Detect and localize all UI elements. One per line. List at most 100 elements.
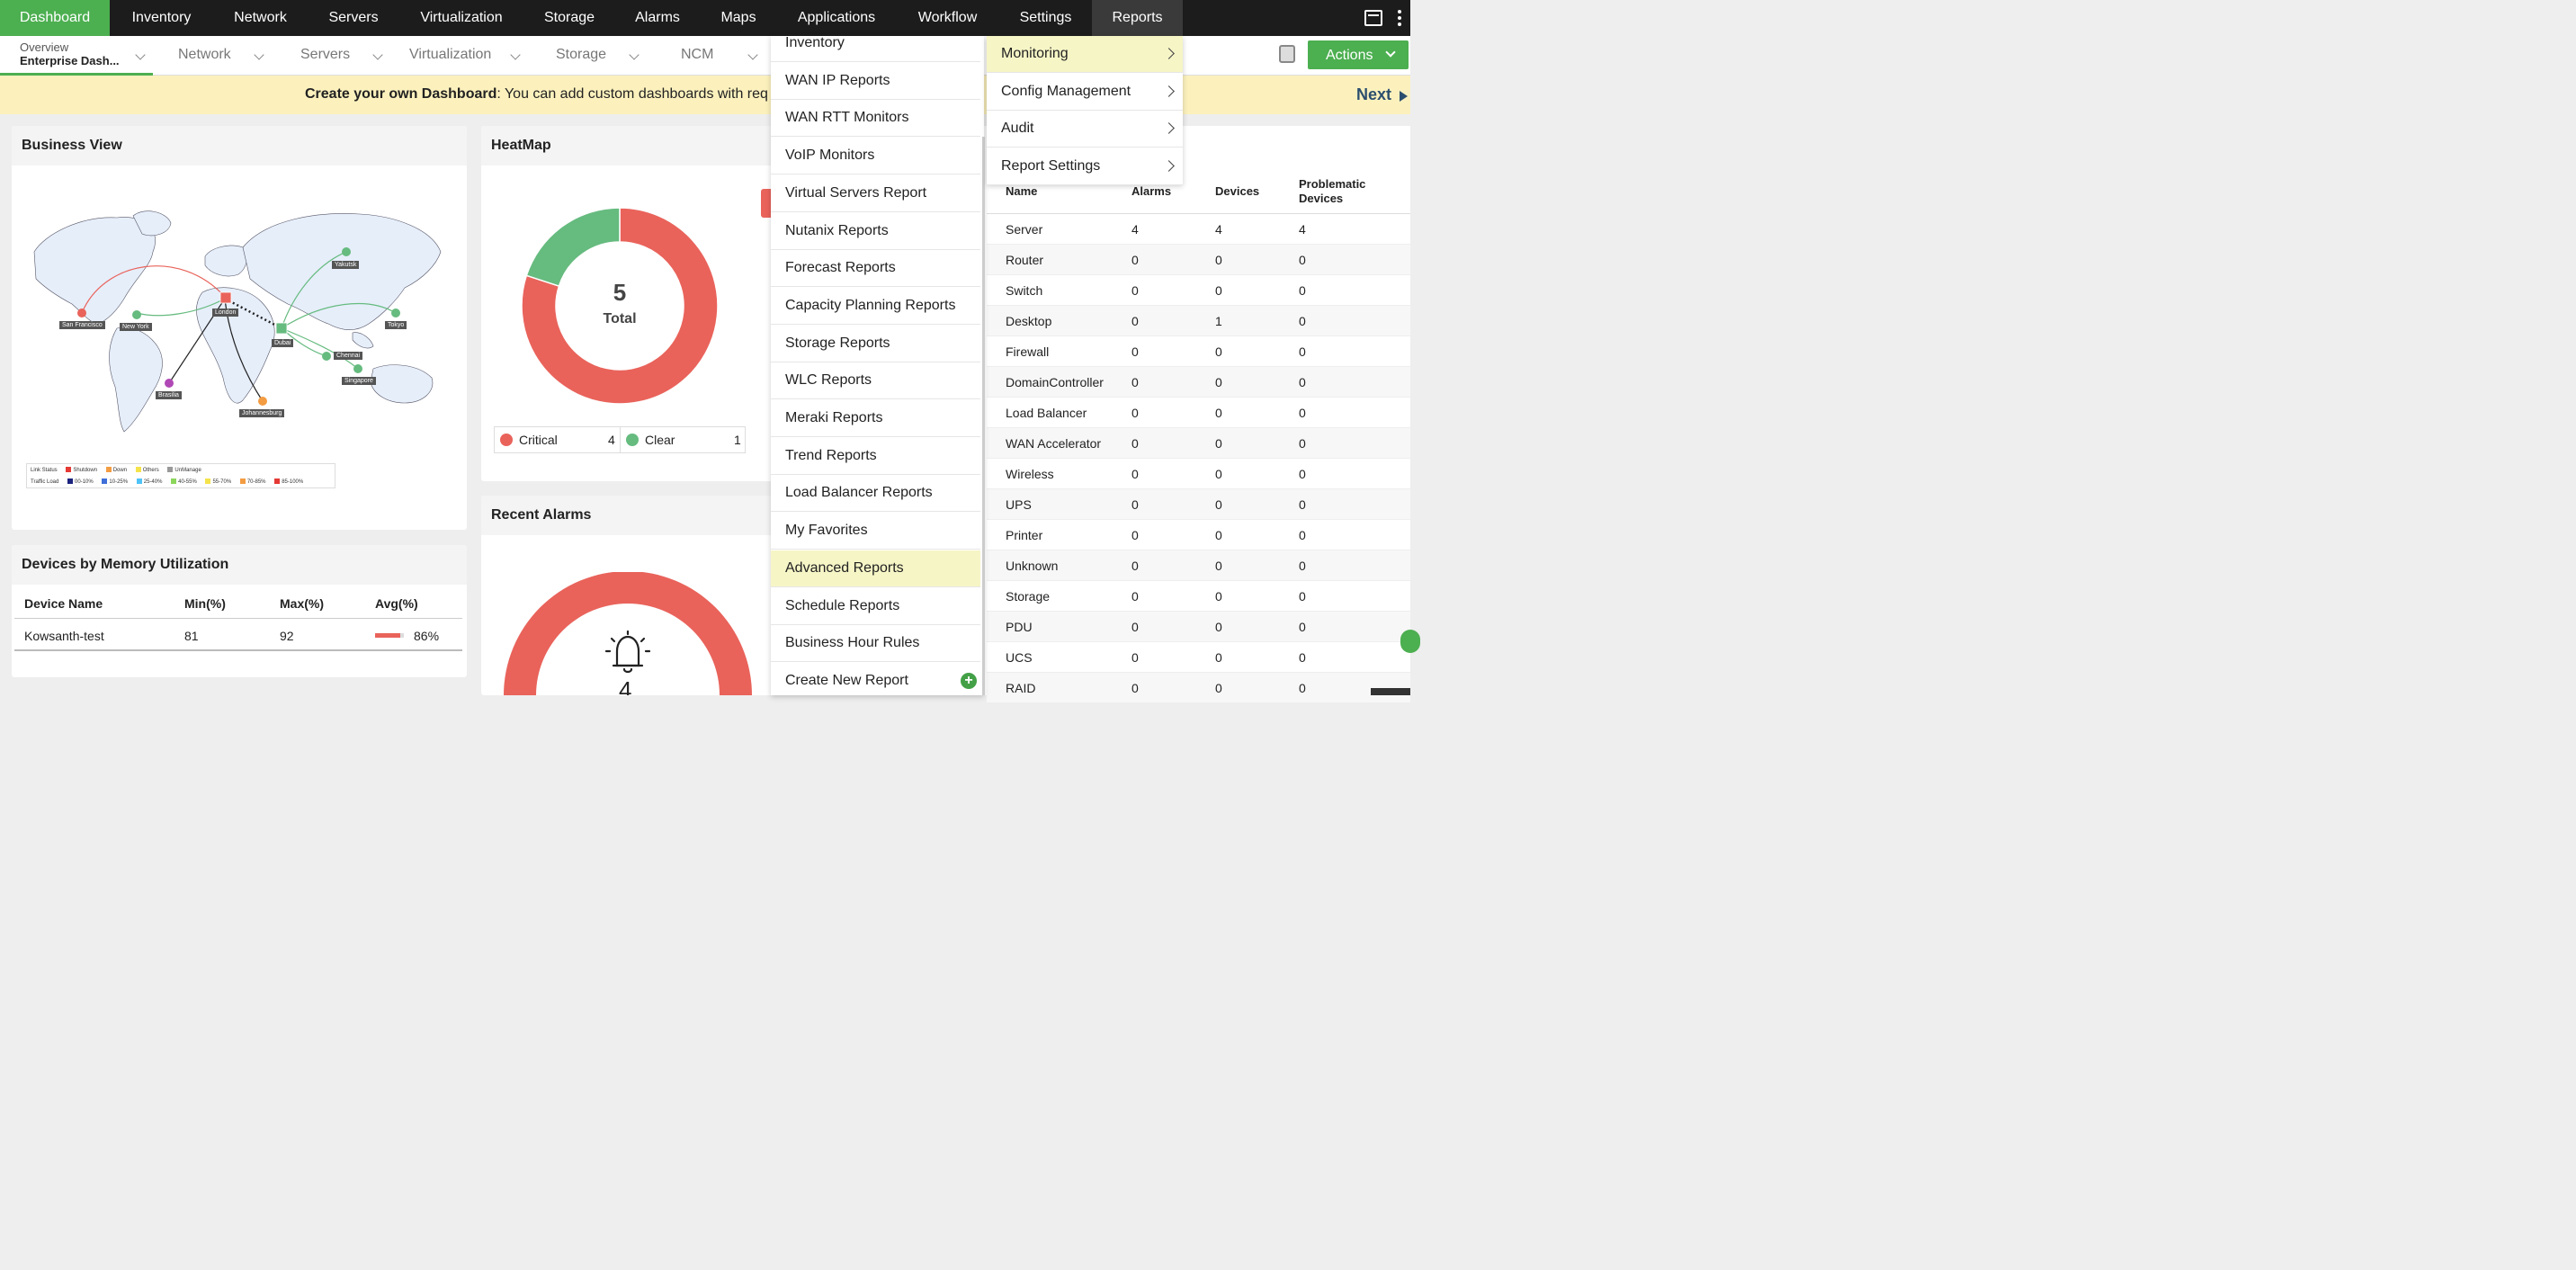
table-row[interactable]: Load Balancer 0 0 0 <box>987 398 1410 428</box>
dropdown-scrollbar[interactable] <box>982 137 985 695</box>
menu-item-meraki-reports[interactable]: Meraki Reports <box>771 400 980 437</box>
submenu-item-monitoring[interactable]: Monitoring <box>987 36 1183 73</box>
table-row[interactable]: Router 0 0 0 <box>987 245 1410 275</box>
next-arrow-icon[interactable] <box>1400 91 1408 102</box>
device-type[interactable]: RAID <box>1006 681 1036 695</box>
chat-icon[interactable] <box>1400 630 1420 653</box>
menu-item-virtual-servers-report[interactable]: Virtual Servers Report <box>771 175 980 212</box>
nav-maps[interactable]: Maps <box>720 10 756 25</box>
menu-item-my-favorites[interactable]: My Favorites <box>771 513 980 550</box>
menu-item-inventory[interactable]: Inventory <box>771 36 980 62</box>
menu-item-load-balancer-reports[interactable]: Load Balancer Reports <box>771 475 980 513</box>
chevron-down-icon[interactable] <box>510 49 521 60</box>
table-row[interactable]: Kowsanth-test 81 92 86% <box>14 619 462 651</box>
table-row[interactable]: Switch 0 0 0 <box>987 275 1410 306</box>
menu-item-wan-ip-reports[interactable]: WAN IP Reports <box>771 63 980 100</box>
table-row[interactable]: UPS 0 0 0 <box>987 489 1410 520</box>
chevron-down-icon[interactable] <box>254 49 264 60</box>
menu-item-advanced-reports[interactable]: Advanced Reports <box>771 550 980 587</box>
tab-virtualization[interactable]: Virtualization <box>387 36 531 76</box>
nav-inventory[interactable]: Inventory <box>131 10 192 25</box>
device-type[interactable]: Storage <box>1006 589 1051 604</box>
menu-item-nutanix-reports[interactable]: Nutanix Reports <box>771 213 980 250</box>
more-options-icon[interactable] <box>1398 10 1401 26</box>
table-row[interactable]: Firewall 0 0 0 <box>987 336 1410 367</box>
menu-item-trend-reports[interactable]: Trend Reports <box>771 438 980 475</box>
legend-critical[interactable]: Critical 4 <box>495 427 621 452</box>
device-type[interactable]: DomainController <box>1006 375 1104 389</box>
menu-item-voip-monitors[interactable]: VoIP Monitors <box>771 138 980 175</box>
table-row[interactable]: PDU 0 0 0 <box>987 612 1410 642</box>
column-header[interactable]: Min(%) <box>184 596 226 611</box>
menu-item-create-new-report[interactable]: Create New Report + <box>771 663 980 695</box>
table-row[interactable]: Wireless 0 0 0 <box>987 459 1410 489</box>
device-type[interactable]: Unknown <box>1006 559 1059 573</box>
device-type[interactable]: Printer <box>1006 528 1043 542</box>
tab-network[interactable]: Network <box>153 36 270 76</box>
menu-item-wan-rtt-monitors[interactable]: WAN RTT Monitors <box>771 100 980 138</box>
window-icon[interactable] <box>1364 10 1382 26</box>
device-type[interactable]: Load Balancer <box>1006 406 1087 420</box>
recent-alarms-donut[interactable] <box>504 572 752 695</box>
device-type[interactable]: Router <box>1006 253 1044 267</box>
menu-item-storage-reports[interactable]: Storage Reports <box>771 326 980 362</box>
nav-dashboard[interactable]: Dashboard <box>0 0 110 36</box>
device-type[interactable]: Desktop <box>1006 314 1052 328</box>
chevron-down-icon[interactable] <box>135 49 146 60</box>
device-type[interactable]: WAN Accelerator <box>1006 436 1102 451</box>
column-header[interactable]: Max(%) <box>280 596 325 611</box>
nav-settings[interactable]: Settings <box>1019 10 1072 25</box>
submenu-item-config-management[interactable]: Config Management <box>987 74 1183 111</box>
table-row[interactable]: UCS 0 0 0 <box>987 642 1410 673</box>
table-row[interactable]: RAID 0 0 0 <box>987 673 1410 703</box>
next-button[interactable]: Next <box>1356 85 1392 103</box>
device-type[interactable]: PDU <box>1006 620 1033 634</box>
nav-virtualization[interactable]: Virtualization <box>420 10 503 25</box>
actions-button[interactable]: Actions <box>1308 40 1409 69</box>
table-row[interactable]: WAN Accelerator 0 0 0 <box>987 428 1410 459</box>
device-name[interactable]: Kowsanth-test <box>24 629 104 643</box>
menu-item-forecast-reports[interactable]: Forecast Reports <box>771 250 980 288</box>
nav-storage[interactable]: Storage <box>543 10 595 25</box>
menu-item-business-hour-rules[interactable]: Business Hour Rules <box>771 625 980 663</box>
device-type[interactable]: Wireless <box>1006 467 1054 481</box>
column-header[interactable]: Devices <box>1215 184 1260 198</box>
heatmap-donut[interactable] <box>522 208 718 404</box>
submenu-item-audit[interactable]: Audit <box>987 111 1183 148</box>
column-header[interactable]: Device Name <box>24 596 103 611</box>
nav-alarms[interactable]: Alarms <box>635 10 680 25</box>
chevron-down-icon[interactable] <box>629 49 640 60</box>
column-header[interactable]: Avg(%) <box>375 596 418 611</box>
table-row[interactable]: Printer 0 0 0 <box>987 520 1410 550</box>
critical-slice[interactable] <box>522 208 718 404</box>
table-row[interactable]: Storage 0 0 0 <box>987 581 1410 612</box>
table-row[interactable]: Desktop 0 1 0 <box>987 306 1410 336</box>
menu-item-schedule-reports[interactable]: Schedule Reports <box>771 588 980 625</box>
nav-applications[interactable]: Applications <box>797 10 876 25</box>
nav-network[interactable]: Network <box>234 10 287 25</box>
device-type[interactable]: UPS <box>1006 497 1032 512</box>
chevron-down-icon[interactable] <box>372 49 383 60</box>
table-row[interactable]: Unknown 0 0 0 <box>987 550 1410 581</box>
chevron-down-icon[interactable] <box>747 49 758 60</box>
device-type[interactable]: Firewall <box>1006 344 1050 359</box>
device-type[interactable]: Server <box>1006 222 1043 237</box>
tab-ncm[interactable]: NCM <box>648 36 765 76</box>
submenu-item-report-settings[interactable]: Report Settings <box>987 148 1183 185</box>
tab-overview[interactable]: Overview Enterprise Dash... <box>0 36 153 76</box>
column-header[interactable]: Name <box>1006 184 1038 198</box>
tab-servers[interactable]: Servers <box>270 36 387 76</box>
mobile-view-icon[interactable] <box>1279 45 1295 63</box>
legend-clear[interactable]: Clear 1 <box>621 427 747 452</box>
nav-reports[interactable]: Reports <box>1092 0 1183 36</box>
heatmap-side-tab[interactable] <box>761 189 772 218</box>
device-type[interactable]: Switch <box>1006 283 1043 298</box>
column-header[interactable]: Problematic Devices <box>1299 177 1366 205</box>
nav-servers[interactable]: Servers <box>328 10 379 25</box>
plus-icon[interactable]: + <box>961 672 977 689</box>
device-type[interactable]: UCS <box>1006 650 1033 665</box>
menu-item-wlc-reports[interactable]: WLC Reports <box>771 362 980 400</box>
clear-slice[interactable] <box>525 208 621 288</box>
table-row[interactable]: Server 4 4 4 <box>987 214 1410 245</box>
tab-storage[interactable]: Storage <box>531 36 648 76</box>
